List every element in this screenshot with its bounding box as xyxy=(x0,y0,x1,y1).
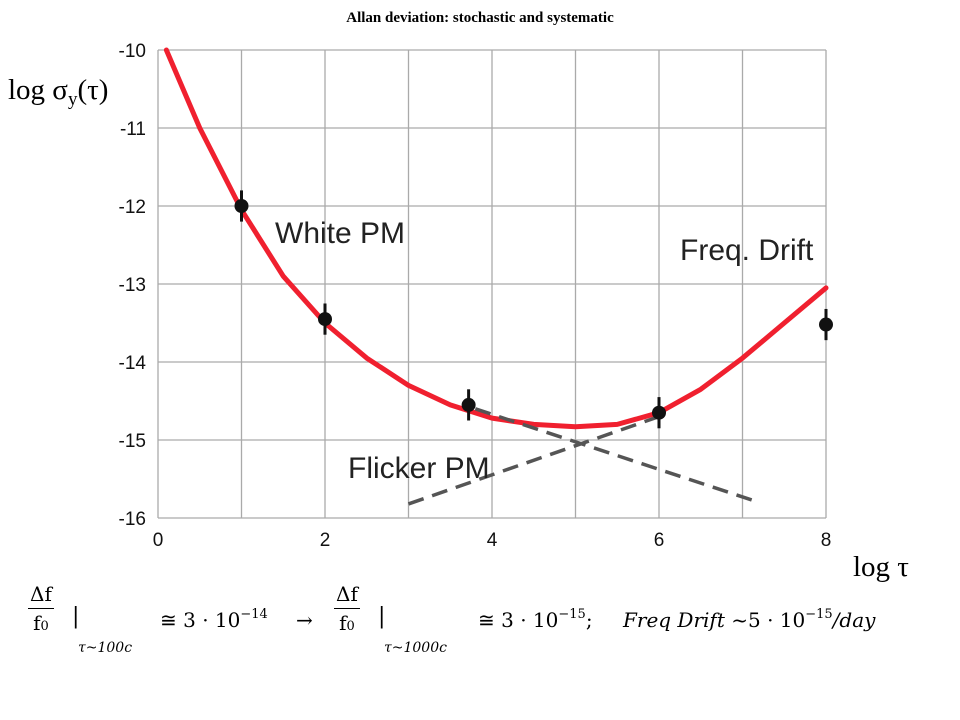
chart-title: Allan deviation: stochastic and systemat… xyxy=(346,10,614,26)
x-tick-label: 8 xyxy=(821,530,832,551)
freq-drift-value: Freq Drift ~5 · 10−15/day xyxy=(623,607,876,632)
y-tick-label: -15 xyxy=(119,431,146,452)
evaluation-subscript-1: τ~100c xyxy=(78,640,133,656)
data-point xyxy=(652,405,666,420)
fraction-delta-f-over-f0-1: Δf f0 xyxy=(28,582,54,635)
grid xyxy=(157,49,827,519)
evaluation-subscript-2: τ~1000c xyxy=(384,640,447,656)
y-tick-label: -14 xyxy=(119,353,147,374)
arrow: → xyxy=(296,608,313,632)
data-point xyxy=(234,199,249,213)
y-tick-label: -10 xyxy=(119,41,146,62)
annotation-white-pm: White PM xyxy=(275,217,405,250)
tick-labels: 0 2 4 6 8 -10 -11 -12 -13 -14 -15 -16 xyxy=(119,41,832,551)
evaluation-bar-2: | xyxy=(378,604,386,629)
data-point xyxy=(461,397,476,412)
data-point xyxy=(819,317,833,332)
approx-value-1: ≅ 3 · 10−14 xyxy=(160,607,268,632)
y-tick-label: -12 xyxy=(119,197,146,218)
annotation-flicker-pm: Flicker PM xyxy=(348,452,490,485)
allan-deviation-chart: 0 2 4 6 8 -10 -11 -12 -13 -14 -15 -16 White PM Freq… xyxy=(119,41,833,551)
fraction-delta-f-over-f0-2: Δf f0 xyxy=(334,582,360,635)
y-tick-label: -16 xyxy=(119,509,146,530)
x-axis-label: log τ xyxy=(853,551,909,583)
stability-formula: Δf f0 | τ~100c ≅ 3 · 10−14 → Δf f0 | τ~1… xyxy=(28,582,948,672)
y-tick-label: -11 xyxy=(120,119,146,140)
series-lines xyxy=(163,47,829,506)
fraction-numerator: Δf xyxy=(28,582,54,609)
x-tick-label: 4 xyxy=(487,530,498,551)
x-tick-label: 0 xyxy=(153,530,164,551)
y-axis-label-main: log σ xyxy=(8,74,68,106)
y-axis-label-subscript: y xyxy=(67,89,78,110)
y-tick-label: -13 xyxy=(119,275,146,296)
data-point xyxy=(318,312,332,327)
fraction-numerator: Δf xyxy=(334,582,360,609)
y-axis-label: log σy(τ) xyxy=(8,74,109,110)
data-points xyxy=(234,190,833,429)
fraction-denominator: f0 xyxy=(33,611,49,635)
x-tick-label: 2 xyxy=(320,530,331,551)
approx-value-2: ≅ 3 · 10−15; xyxy=(478,607,593,632)
asymptote-line-2 xyxy=(407,414,660,506)
fit-curve xyxy=(163,47,829,430)
x-tick-label: 6 xyxy=(654,530,665,551)
annotation-freq-drift: Freq. Drift xyxy=(680,234,814,267)
fraction-denominator: f0 xyxy=(339,611,355,635)
evaluation-bar-1: | xyxy=(72,604,80,629)
y-axis-label-tail: (τ) xyxy=(77,74,109,106)
